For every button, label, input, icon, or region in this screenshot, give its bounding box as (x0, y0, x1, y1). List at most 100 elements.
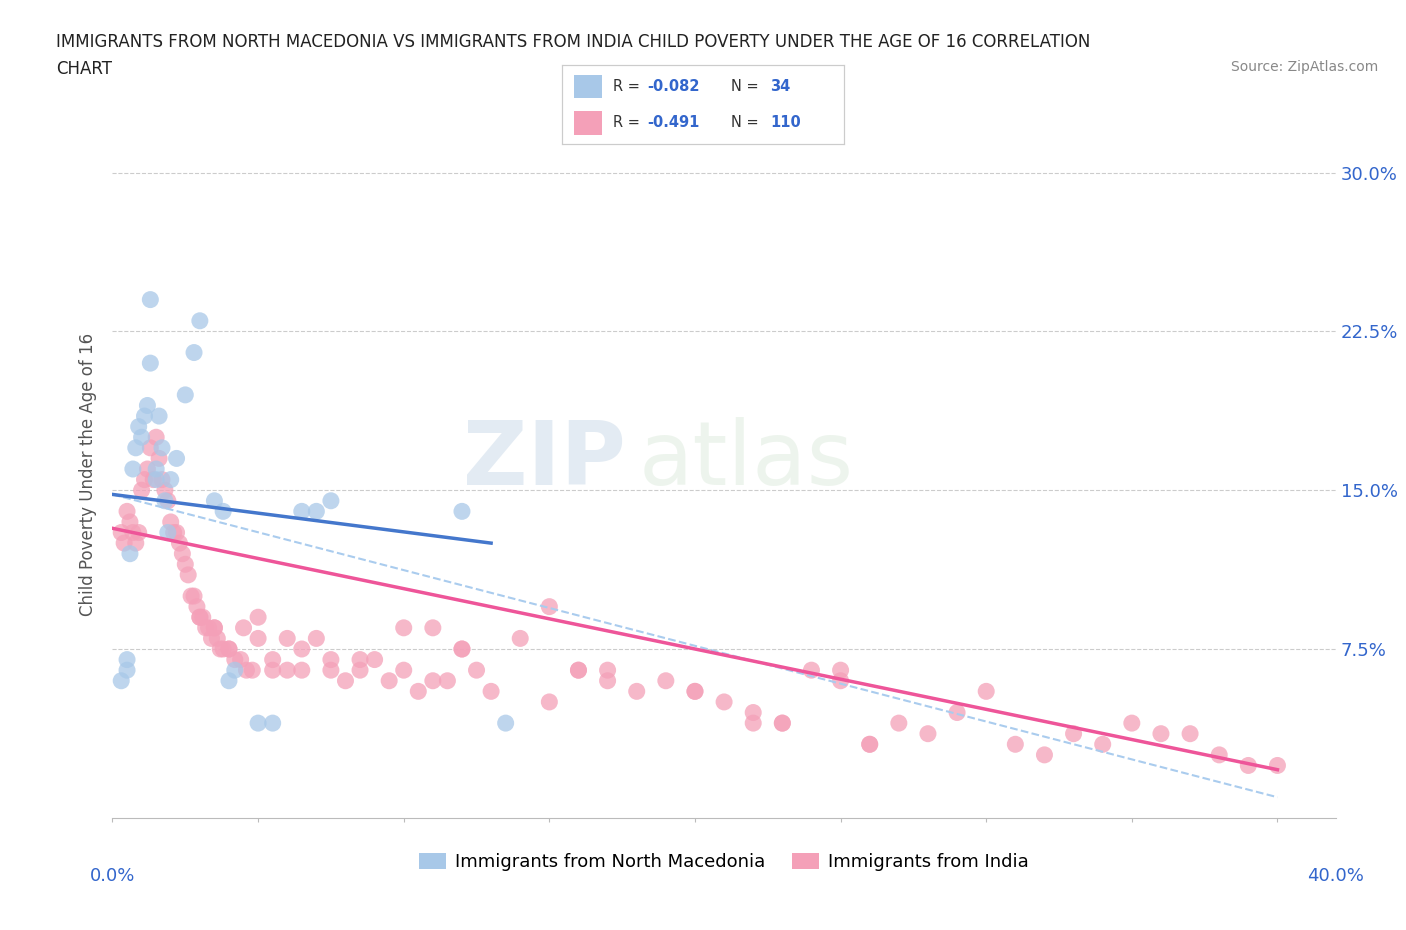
Point (172, 546, 194, 561)
Text: 110: 110 (770, 115, 801, 130)
Point (186, 599, 208, 614)
Point (1091, 737, 1114, 751)
Point (204, 493, 226, 508)
Point (134, 472, 156, 487)
Point (974, 684, 997, 698)
Point (204, 620, 226, 635)
Point (363, 652, 385, 667)
Point (110, 673, 132, 688)
Point (262, 716, 284, 731)
Point (112, 536, 135, 551)
Point (156, 525, 179, 540)
Point (188, 610, 211, 625)
Point (495, 716, 517, 731)
Point (204, 620, 226, 635)
Point (1237, 758, 1260, 773)
Point (197, 620, 219, 635)
Text: N =: N = (731, 79, 763, 94)
Point (128, 525, 150, 540)
Point (118, 546, 141, 561)
Text: 34: 34 (770, 79, 790, 94)
Point (110, 525, 132, 540)
Point (159, 514, 181, 529)
Point (136, 398, 159, 413)
Point (859, 737, 882, 751)
Text: N =: N = (731, 115, 763, 130)
Text: Source: ZipAtlas.com: Source: ZipAtlas.com (1230, 60, 1378, 74)
Bar (574, 111, 602, 135)
Point (305, 631, 328, 645)
Point (713, 695, 735, 710)
Y-axis label: Child Poverty Under the Age of 16: Child Poverty Under the Age of 16 (79, 333, 97, 616)
Text: -0.082: -0.082 (647, 79, 699, 94)
Point (567, 663, 589, 678)
Point (349, 663, 371, 678)
Point (392, 620, 415, 635)
Point (247, 631, 270, 645)
Point (683, 684, 706, 698)
Point (276, 663, 298, 678)
Point (830, 673, 852, 688)
Point (166, 525, 188, 540)
Point (742, 705, 765, 720)
Point (139, 441, 162, 456)
Point (183, 589, 205, 604)
Point (770, 716, 793, 731)
Point (131, 483, 153, 498)
Point (145, 472, 167, 487)
Text: -0.491: -0.491 (647, 115, 699, 130)
Point (683, 684, 706, 698)
Point (145, 430, 167, 445)
Point (451, 504, 474, 519)
Point (655, 673, 678, 688)
Point (174, 388, 197, 403)
Point (150, 472, 173, 487)
Point (136, 461, 159, 476)
Point (567, 663, 589, 678)
Point (770, 716, 793, 731)
Point (859, 737, 882, 751)
Point (887, 716, 910, 731)
Point (319, 493, 342, 508)
Point (465, 663, 488, 678)
Point (156, 493, 179, 508)
Point (115, 504, 138, 519)
Point (262, 663, 284, 678)
Point (163, 525, 186, 540)
Point (150, 441, 173, 456)
Point (229, 652, 252, 667)
Point (212, 504, 235, 519)
Point (139, 292, 162, 307)
Point (830, 663, 852, 678)
Text: 0.0%: 0.0% (90, 867, 135, 884)
Point (142, 472, 165, 487)
Point (218, 642, 240, 657)
Point (305, 504, 328, 519)
Point (451, 642, 474, 657)
Point (917, 726, 939, 741)
Point (183, 345, 205, 360)
Point (145, 461, 167, 476)
Point (125, 441, 148, 456)
Point (422, 620, 444, 635)
Point (191, 610, 214, 625)
Point (166, 451, 188, 466)
Point (319, 663, 342, 678)
Point (232, 620, 254, 635)
Point (148, 408, 170, 423)
Point (139, 355, 162, 370)
Point (378, 673, 401, 688)
Point (422, 673, 444, 688)
Point (122, 461, 145, 476)
Point (188, 610, 211, 625)
Point (479, 684, 502, 698)
Point (509, 631, 531, 645)
Point (218, 673, 240, 688)
Point (177, 567, 200, 582)
Point (1004, 737, 1026, 751)
Text: atlas: atlas (638, 417, 853, 504)
Point (276, 631, 298, 645)
Point (291, 504, 314, 519)
Point (128, 419, 150, 434)
Point (235, 663, 257, 678)
